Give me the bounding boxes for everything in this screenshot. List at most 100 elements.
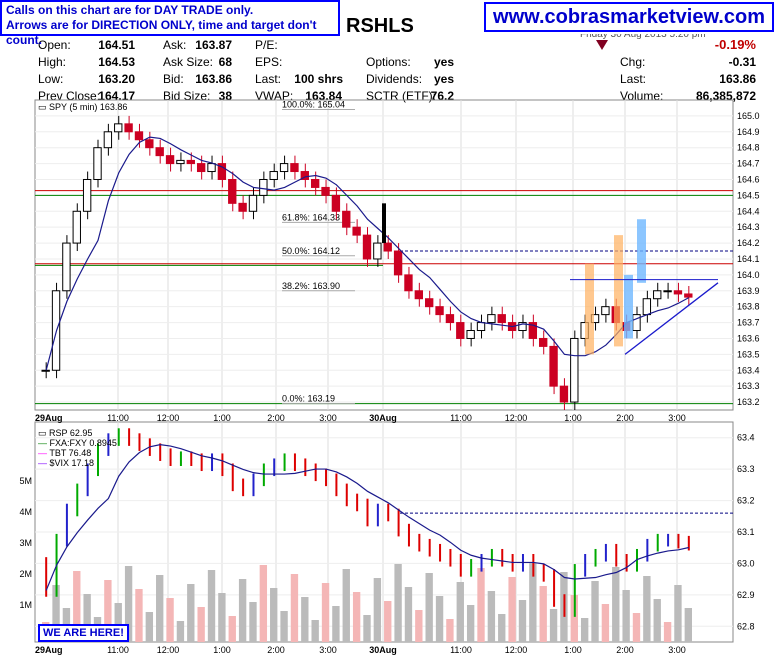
- candle-body: [539, 337, 548, 347]
- candle-body: [653, 290, 662, 300]
- volume-bar: [466, 605, 475, 642]
- volume-tick: 1M: [19, 600, 32, 610]
- bottom-y-tick: 63.2: [737, 496, 755, 506]
- volume-bar: [456, 582, 464, 642]
- bottom-x-tick: 29Aug: [35, 645, 63, 655]
- top-y-tick: 163.8: [737, 302, 760, 312]
- volume-bar: [622, 590, 630, 642]
- bottom-x-tick: 1:00: [213, 645, 231, 655]
- top-panel-frame: [34, 99, 734, 411]
- top-x-tick: 2:00: [267, 413, 285, 423]
- volume-bar: [301, 597, 309, 642]
- top-y-tick: 164.3: [737, 222, 760, 232]
- candle-body: [456, 322, 465, 339]
- volume-tick: 3M: [19, 538, 32, 548]
- candle-body: [570, 337, 579, 403]
- fib-label: 50.0%: 164.12: [282, 246, 340, 256]
- volume-bar: [591, 581, 599, 642]
- candle-body: [82, 178, 92, 212]
- volume-bar: [145, 612, 154, 642]
- bottom-x-tick: 2:00: [267, 645, 285, 655]
- top-y-tick: 164.6: [737, 174, 760, 184]
- volume-bar: [270, 588, 278, 642]
- candle-body: [342, 210, 351, 228]
- volume-bar: [332, 606, 340, 642]
- bottom-y-tick: 63.3: [737, 464, 755, 474]
- candle-body: [684, 293, 693, 298]
- candle-body: [393, 250, 403, 276]
- candle-body: [134, 131, 144, 141]
- volume-bar: [321, 583, 330, 642]
- volume-bar: [342, 569, 350, 642]
- fib-label: 0.0%: 163.19: [282, 394, 335, 404]
- spy-legend-icon: ▭: [38, 102, 50, 112]
- bid-label: Bid:: [163, 72, 184, 86]
- bottom-x-tick: 12:00: [157, 645, 180, 655]
- bottom-x-tick: 11:00: [450, 645, 472, 655]
- volume-bar: [197, 607, 205, 642]
- candle-body: [207, 163, 216, 173]
- top-x-tick: 12:00: [157, 413, 180, 423]
- volume-bar: [518, 600, 527, 642]
- top-y-tick: 163.2: [737, 397, 760, 407]
- candle-body: [238, 202, 247, 212]
- top-x-tick: 1:00: [213, 413, 231, 423]
- bottom-x-tick: 30Aug: [369, 645, 397, 655]
- top-y-tick: 164.7: [737, 159, 760, 169]
- top-y-tick: 163.7: [737, 318, 760, 328]
- candle-body: [72, 210, 81, 244]
- callout-line-2: Arrows are for DIRECTION ONLY, time and …: [6, 18, 317, 47]
- ask-label: Ask:: [163, 38, 187, 52]
- volume-bar: [674, 585, 682, 642]
- volume-bar: [446, 619, 454, 642]
- callout-line-1: Calls on this chart are for DAY TRADE on…: [6, 3, 254, 17]
- top-x-tick: 12:00: [505, 413, 528, 423]
- top-y-tick: 164.1: [737, 254, 760, 264]
- candle-body: [404, 274, 413, 292]
- chg-label: Chg:: [620, 55, 646, 69]
- candle-body: [176, 159, 185, 165]
- top-y-tick: 163.4: [737, 365, 760, 375]
- candle-body: [103, 131, 113, 149]
- candle-body: [383, 242, 392, 252]
- we-are-here-label: WE ARE HERE!: [38, 624, 129, 642]
- candle-body: [62, 242, 71, 292]
- volume-bar: [156, 575, 164, 642]
- pe-label: P/E:: [255, 38, 278, 52]
- volume-tick: 5M: [19, 476, 32, 486]
- candle-body: [476, 322, 486, 332]
- date-fragment: Friday 30 Aug 2013 5:20 pm: [580, 34, 706, 40]
- candle-body: [269, 171, 278, 180]
- volume-bar: [114, 603, 122, 642]
- candle-body: [528, 322, 538, 339]
- top-x-tick: 11:00: [107, 413, 129, 423]
- candle-body: [642, 298, 652, 316]
- top-x-tick: 2:00: [616, 413, 634, 423]
- last-shares-value: 100 shrs: [294, 72, 343, 86]
- candle-body: [186, 159, 195, 165]
- last-label: Last:: [255, 72, 282, 86]
- candle-body: [279, 163, 289, 173]
- volume-bar: [580, 618, 589, 642]
- website-banner[interactable]: www.cobrasmarketview.com: [484, 2, 774, 32]
- candle-body: [632, 314, 641, 332]
- low-label: Low:: [38, 72, 64, 86]
- spy-legend-text: SPY (5 min) 163.86: [49, 102, 128, 112]
- volume-bar: [404, 587, 413, 642]
- trendline-up: [624, 282, 719, 355]
- bottom-y-tick: 63.1: [737, 527, 755, 537]
- top-y-tick: 164.0: [737, 270, 760, 280]
- candle-body: [93, 147, 102, 180]
- candle-body: [352, 226, 361, 236]
- dividends-label: Dividends:: [366, 72, 423, 86]
- top-y-tick: 163.6: [737, 333, 760, 343]
- top-x-tick: 30Aug: [369, 413, 397, 423]
- candle-body: [673, 290, 683, 295]
- candle-body: [217, 163, 227, 180]
- orange-highlight-1: [585, 263, 594, 355]
- top-x-tick: 1:00: [564, 413, 582, 423]
- volume-bar: [249, 602, 257, 642]
- volume-bar: [218, 593, 226, 642]
